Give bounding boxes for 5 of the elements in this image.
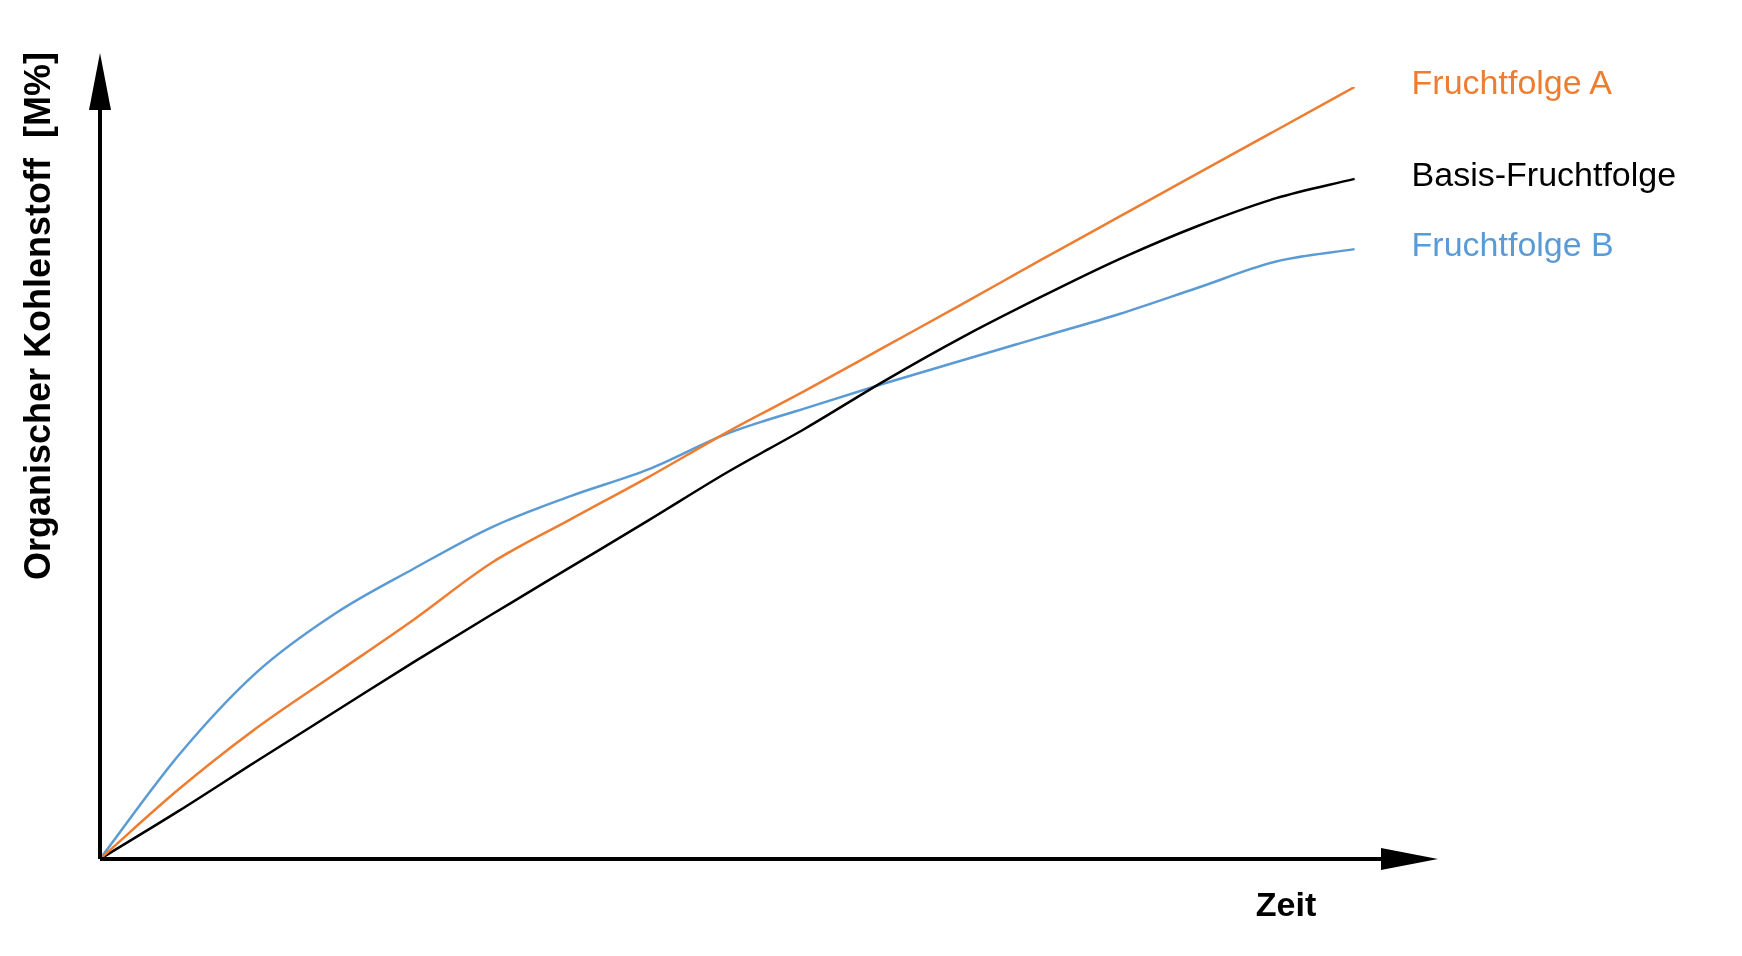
y-axis-title: Organischer Kohlenstoff [M%] [16,51,58,581]
x-axis-title: Zeit [1255,885,1317,924]
series-label: Fruchtfolge A [1411,63,1613,102]
series-label: Basis-Fruchtfolge [1411,155,1677,194]
series-label: Fruchtfolge B [1411,225,1614,264]
